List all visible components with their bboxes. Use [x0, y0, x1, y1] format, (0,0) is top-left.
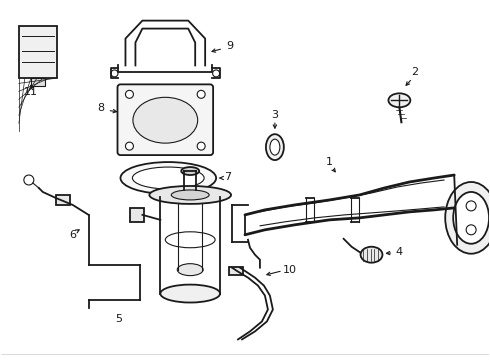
Ellipse shape	[160, 285, 220, 302]
Text: 1: 1	[326, 157, 333, 167]
Bar	[31, 78, 45, 86]
Text: 4: 4	[396, 247, 403, 257]
Text: 3: 3	[271, 110, 278, 120]
Ellipse shape	[270, 139, 280, 155]
Text: 11: 11	[24, 87, 38, 97]
Circle shape	[197, 142, 205, 150]
Ellipse shape	[133, 97, 197, 143]
Ellipse shape	[132, 167, 204, 189]
Bar	[19, 26, 57, 78]
Ellipse shape	[181, 167, 199, 175]
Text: 6: 6	[69, 230, 76, 240]
Text: 5: 5	[115, 314, 122, 324]
Circle shape	[125, 90, 133, 98]
Ellipse shape	[453, 192, 489, 244]
Text: 7: 7	[224, 172, 232, 182]
Bar	[130, 208, 145, 222]
Circle shape	[125, 142, 133, 150]
Ellipse shape	[121, 162, 216, 194]
Ellipse shape	[177, 264, 203, 276]
Text: 8: 8	[97, 103, 104, 113]
Ellipse shape	[149, 186, 231, 204]
Ellipse shape	[361, 247, 383, 263]
Circle shape	[197, 90, 205, 98]
Text: 9: 9	[226, 41, 234, 50]
Text: 2: 2	[411, 67, 418, 77]
Text: 10: 10	[283, 265, 297, 275]
Ellipse shape	[389, 93, 410, 107]
Ellipse shape	[266, 134, 284, 160]
Bar	[229, 267, 243, 275]
Ellipse shape	[172, 190, 209, 200]
Ellipse shape	[445, 182, 490, 254]
Bar	[56, 195, 70, 205]
FancyBboxPatch shape	[118, 84, 213, 155]
